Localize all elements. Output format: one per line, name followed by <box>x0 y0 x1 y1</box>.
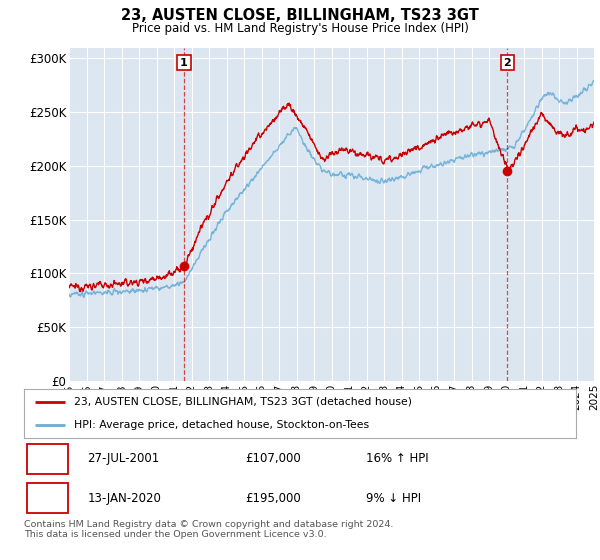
Text: 2: 2 <box>43 492 52 505</box>
Text: 23, AUSTEN CLOSE, BILLINGHAM, TS23 3GT: 23, AUSTEN CLOSE, BILLINGHAM, TS23 3GT <box>121 8 479 24</box>
Text: Price paid vs. HM Land Registry's House Price Index (HPI): Price paid vs. HM Land Registry's House … <box>131 22 469 35</box>
Text: 1: 1 <box>43 452 52 465</box>
FancyBboxPatch shape <box>27 444 68 474</box>
Text: 9% ↓ HPI: 9% ↓ HPI <box>366 492 421 505</box>
Text: 16% ↑ HPI: 16% ↑ HPI <box>366 452 429 465</box>
FancyBboxPatch shape <box>27 483 68 513</box>
Text: HPI: Average price, detached house, Stockton-on-Tees: HPI: Average price, detached house, Stoc… <box>74 419 369 430</box>
Text: Contains HM Land Registry data © Crown copyright and database right 2024.
This d: Contains HM Land Registry data © Crown c… <box>24 520 394 539</box>
Text: £107,000: £107,000 <box>245 452 301 465</box>
Text: 13-JAN-2020: 13-JAN-2020 <box>88 492 161 505</box>
Text: 27-JUL-2001: 27-JUL-2001 <box>88 452 160 465</box>
Text: 2: 2 <box>503 58 511 68</box>
Text: 23, AUSTEN CLOSE, BILLINGHAM, TS23 3GT (detached house): 23, AUSTEN CLOSE, BILLINGHAM, TS23 3GT (… <box>74 397 412 407</box>
Text: £195,000: £195,000 <box>245 492 301 505</box>
Text: 1: 1 <box>180 58 188 68</box>
